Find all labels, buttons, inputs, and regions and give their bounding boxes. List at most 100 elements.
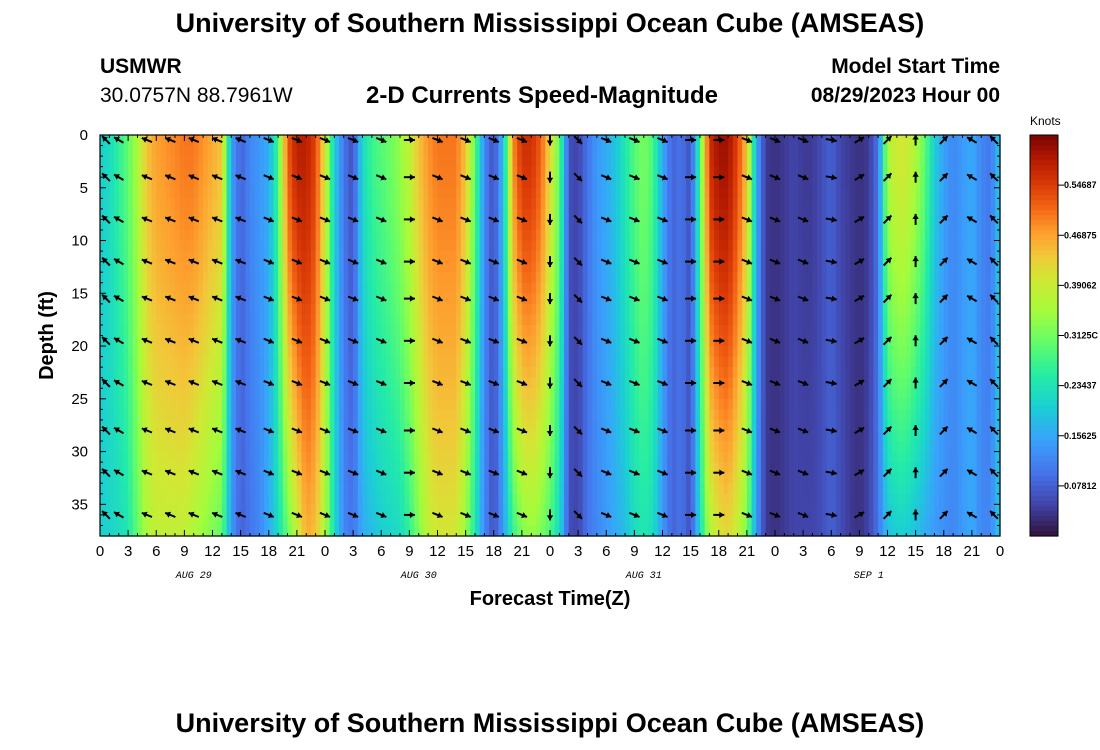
heatmap-cell — [128, 419, 134, 432]
heatmap-cell — [184, 187, 190, 199]
heatmap-cell — [695, 166, 701, 178]
heatmap-cell — [460, 166, 467, 178]
heatmap-cell — [423, 272, 429, 284]
heatmap-cell — [648, 156, 654, 168]
heatmap-cell — [259, 251, 265, 263]
heatmap-cell — [709, 240, 715, 252]
heatmap-cell — [217, 451, 223, 463]
heatmap-cell — [685, 367, 692, 379]
heatmap-cell — [306, 272, 312, 284]
heatmap-cell — [587, 282, 593, 294]
heatmap-cell — [550, 356, 556, 368]
heatmap-cell — [615, 525, 621, 537]
heatmap-cell — [339, 219, 345, 231]
heatmap-cell — [653, 177, 659, 189]
heatmap-cell — [212, 156, 218, 168]
heatmap-cell — [704, 377, 710, 389]
heatmap-cell — [442, 261, 448, 273]
heatmap-cell — [625, 409, 631, 421]
heatmap-cell — [348, 493, 354, 505]
heatmap-cell — [156, 240, 162, 252]
heatmap-cell — [540, 377, 546, 389]
heatmap-cell — [559, 346, 565, 358]
heatmap-cell — [554, 388, 560, 400]
heatmap-cell — [610, 219, 617, 231]
heatmap-cell — [685, 472, 692, 484]
heatmap-cell — [545, 198, 551, 210]
heatmap-cell — [573, 166, 579, 178]
heatmap-cell — [437, 388, 443, 400]
heatmap-cell — [184, 367, 190, 379]
heatmap-cell — [179, 356, 185, 368]
heatmap-cell — [625, 219, 631, 231]
heatmap-cell — [118, 367, 125, 379]
heatmap-cell — [395, 314, 401, 326]
heatmap-cell — [292, 377, 298, 389]
heatmap-cell — [198, 187, 204, 199]
heatmap-cell — [643, 293, 650, 305]
heatmap-cell — [320, 293, 326, 305]
heatmap-cell — [596, 346, 603, 358]
heatmap-cell — [475, 166, 481, 178]
heatmap-cell — [507, 483, 514, 495]
heatmap-cell — [179, 135, 185, 147]
heatmap-cell — [240, 166, 246, 178]
heatmap-cell — [137, 335, 143, 347]
heatmap-cell — [273, 409, 279, 421]
heatmap-cell — [437, 166, 443, 178]
heatmap-cell — [653, 430, 659, 442]
heatmap-cell — [193, 356, 200, 368]
heatmap-cell — [146, 356, 153, 368]
heatmap-cell — [371, 208, 378, 221]
heatmap-cell — [245, 156, 251, 168]
heatmap-cell — [175, 398, 181, 410]
heatmap-cell — [198, 441, 204, 453]
heatmap-cell — [179, 483, 185, 495]
heatmap-cell — [193, 525, 200, 537]
heatmap-cell — [362, 219, 368, 231]
heatmap-cell — [592, 451, 598, 463]
heatmap-cell — [414, 282, 420, 294]
heatmap-cell — [156, 398, 162, 410]
heatmap-cell — [165, 525, 171, 537]
heatmap-cell — [676, 472, 682, 484]
heatmap-cell — [175, 240, 181, 252]
heatmap-cell — [217, 145, 223, 157]
heatmap-cell — [625, 156, 631, 168]
heatmap-cell — [507, 208, 514, 221]
heatmap-cell — [653, 335, 659, 347]
heatmap-cell — [193, 314, 200, 326]
heatmap-cell — [100, 219, 106, 231]
heatmap-cell — [681, 462, 687, 474]
heatmap-cell — [582, 377, 589, 389]
heatmap-cell — [662, 430, 668, 442]
heatmap-cell — [470, 462, 476, 474]
heatmap-cell — [446, 229, 453, 242]
heatmap-cell — [629, 303, 635, 315]
heatmap-cell — [592, 229, 598, 242]
heatmap-cell — [123, 398, 129, 410]
heatmap-cell — [517, 356, 523, 368]
heatmap-cell — [142, 177, 148, 189]
heatmap-cell — [156, 430, 162, 442]
heatmap-cell — [568, 198, 575, 210]
heatmap-cell — [681, 240, 687, 252]
heatmap-cell — [315, 346, 321, 358]
heatmap-cell — [507, 377, 514, 389]
heatmap-cell — [446, 430, 453, 442]
heatmap-cell — [540, 293, 546, 305]
heatmap-cell — [442, 419, 448, 432]
heatmap-cell — [395, 187, 401, 199]
heatmap-cell — [535, 166, 542, 178]
heatmap-cell — [306, 187, 312, 199]
heatmap-cell — [114, 441, 120, 453]
heatmap-cell — [390, 335, 396, 347]
heatmap-cell — [517, 261, 523, 273]
heatmap-cell — [198, 208, 204, 221]
heatmap-cell — [587, 293, 593, 305]
heatmap-cell — [235, 419, 242, 432]
heatmap-cell — [507, 145, 514, 157]
heatmap-cell — [414, 377, 420, 389]
heatmap-cell — [334, 314, 340, 326]
heatmap-cell — [446, 198, 453, 210]
